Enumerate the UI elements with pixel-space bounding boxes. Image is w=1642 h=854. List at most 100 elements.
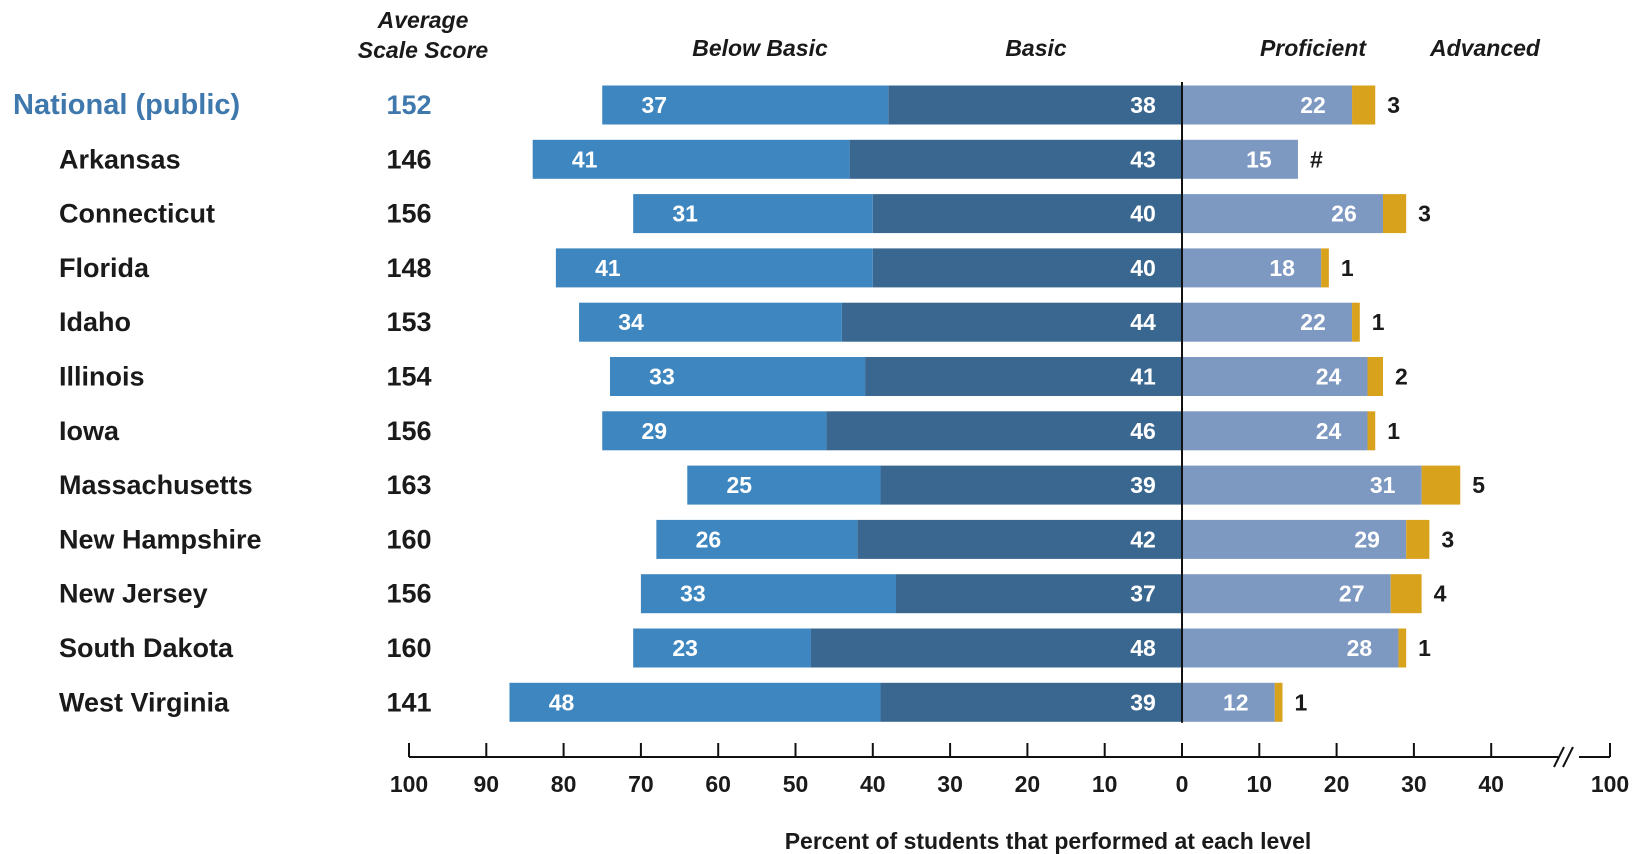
proficient-bar [1182, 574, 1391, 614]
below-basic-value: 26 [696, 526, 722, 552]
proficient-bar [1182, 248, 1322, 288]
basic-bar [849, 139, 1182, 179]
state-label: New Jersey [59, 579, 208, 609]
advanced-bar [1390, 574, 1422, 614]
state-label: Iowa [59, 416, 120, 446]
proficient-bar [1182, 465, 1422, 505]
below-basic-header: Below Basic [692, 35, 828, 61]
tick-label: 30 [1401, 771, 1427, 797]
advanced-value: 3 [1418, 201, 1431, 227]
basic-value: 39 [1130, 689, 1156, 715]
below-basic-value: 23 [672, 635, 698, 661]
proficient-value: 15 [1246, 146, 1272, 172]
advanced-bar [1398, 628, 1407, 668]
proficient-value: 24 [1316, 418, 1342, 444]
basic-bar [888, 85, 1182, 125]
advanced-value: 3 [1441, 526, 1454, 552]
advanced-bar [1352, 85, 1376, 125]
basic-bar [872, 194, 1182, 234]
advanced-bar [1406, 519, 1430, 559]
below-basic-bar [640, 574, 896, 614]
below-basic-bar [687, 465, 881, 505]
below-basic-bar [633, 628, 811, 668]
advanced-value: 1 [1294, 689, 1307, 715]
average-score: 156 [386, 416, 431, 446]
row-national-public: National (public) 152 37 38 22 3 [13, 85, 1400, 125]
row-south-dakota: South Dakota 160 23 48 28 1 [59, 628, 1431, 668]
average-score: 146 [386, 144, 431, 174]
tick-label: 20 [1324, 771, 1350, 797]
basic-value: 41 [1130, 364, 1156, 390]
advanced-bar [1352, 302, 1360, 342]
proficient-bar [1182, 302, 1353, 342]
advanced-bar [1321, 248, 1329, 288]
below-basic-value: 48 [549, 689, 575, 715]
below-basic-value: 29 [641, 418, 667, 444]
score-header-line2: Scale Score [358, 37, 489, 63]
proficient-bar [1182, 194, 1383, 234]
below-basic-value: 37 [641, 92, 667, 118]
row-massachusetts: Massachusetts 163 25 39 31 5 [59, 465, 1485, 505]
advanced-value: 5 [1472, 472, 1485, 498]
basic-value: 38 [1130, 92, 1156, 118]
row-illinois: Illinois 154 33 41 24 2 [59, 357, 1408, 396]
advanced-value: 1 [1372, 309, 1385, 335]
advanced-bar [1382, 194, 1407, 234]
average-score: 163 [386, 470, 431, 500]
proficient-value: 29 [1354, 526, 1380, 552]
tick-label: 80 [551, 771, 577, 797]
proficient-header: Proficient [1260, 35, 1367, 61]
proficient-bar [1182, 519, 1407, 559]
below-basic-bar [509, 682, 881, 722]
advanced-bar [1367, 357, 1383, 396]
row-west-virginia: West Virginia 141 48 39 12 1 [59, 682, 1307, 722]
state-label: Arkansas [59, 144, 181, 174]
advanced-value: # [1310, 146, 1323, 172]
advanced-bar [1421, 465, 1461, 505]
proficient-value: 27 [1339, 581, 1365, 607]
tick-label: 70 [628, 771, 654, 797]
tick-label: 40 [1478, 771, 1504, 797]
basic-bar [857, 519, 1182, 559]
proficient-value: 22 [1300, 92, 1326, 118]
proficient-bar [1182, 85, 1353, 125]
proficient-value: 12 [1223, 689, 1249, 715]
below-basic-bar [656, 519, 858, 559]
tick-label: 40 [860, 771, 886, 797]
state-label: Idaho [59, 307, 131, 337]
average-score: 148 [386, 253, 431, 283]
tick-label: 10 [1247, 771, 1273, 797]
below-basic-value: 25 [726, 472, 752, 498]
row-idaho: Idaho 153 34 44 22 1 [59, 302, 1385, 342]
proficient-value: 24 [1316, 364, 1342, 390]
proficient-value: 18 [1269, 255, 1295, 281]
state-label: West Virginia [59, 687, 230, 717]
proficient-value: 28 [1347, 635, 1373, 661]
tick-label: 0 [1176, 771, 1189, 797]
state-label: New Hampshire [59, 524, 262, 554]
below-basic-bar [609, 357, 866, 396]
advanced-value: 4 [1434, 581, 1447, 607]
advanced-bar [1274, 682, 1283, 722]
basic-bar [810, 628, 1182, 668]
below-basic-bar [532, 139, 850, 179]
score-header-line1: Average [377, 7, 469, 33]
proficient-bar [1182, 139, 1298, 179]
basic-value: 48 [1130, 635, 1156, 661]
below-basic-value: 41 [595, 255, 621, 281]
advanced-bar [1367, 411, 1376, 451]
average-score: 160 [386, 633, 431, 663]
advanced-value: 2 [1395, 364, 1408, 390]
below-basic-value: 33 [649, 364, 675, 390]
basic-bar [880, 465, 1182, 505]
basic-header: Basic [1005, 35, 1067, 61]
proficient-bar [1182, 357, 1368, 396]
basic-value: 40 [1130, 255, 1156, 281]
state-label: Connecticut [59, 199, 215, 229]
basic-value: 37 [1130, 581, 1156, 607]
row-arkansas: Arkansas 146 41 43 15 # [59, 139, 1323, 179]
tick-label: 10 [1092, 771, 1118, 797]
average-score: 153 [386, 307, 431, 337]
below-basic-bar [579, 302, 842, 342]
